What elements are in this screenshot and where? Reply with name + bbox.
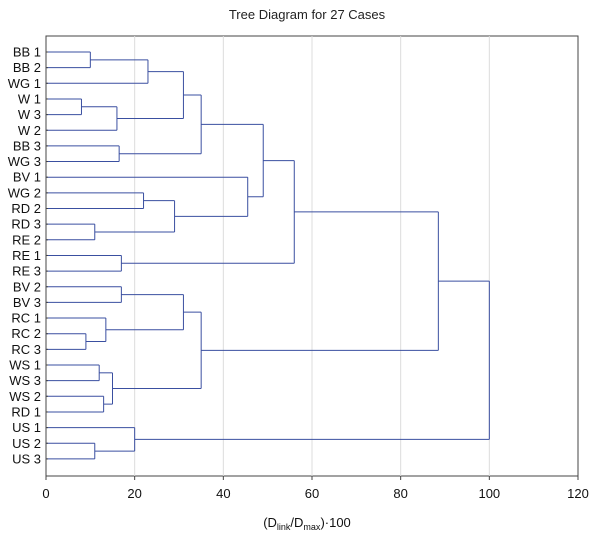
leaf-label: BB 3	[13, 138, 41, 153]
leaf-label: W 3	[18, 107, 41, 122]
x-tick-label: 80	[393, 486, 407, 501]
leaf-label: US 3	[12, 451, 41, 466]
x-tick-label: 20	[127, 486, 141, 501]
leaf-label: RC 1	[11, 311, 41, 326]
leaf-label: RD 2	[11, 201, 41, 216]
leaf-label: BB 2	[13, 60, 41, 75]
leaf-label: RD 3	[11, 217, 41, 232]
leaf-label: US 1	[12, 420, 41, 435]
x-tick-label: 0	[42, 486, 49, 501]
leaf-label: WS 1	[9, 358, 41, 373]
leaf-label: US 2	[12, 436, 41, 451]
x-tick-label: 100	[478, 486, 500, 501]
leaf-label: W 1	[18, 91, 41, 106]
leaf-labels: BB 1BB 2WG 1W 1W 3W 2BB 3WG 3BV 1WG 2RD …	[8, 45, 48, 466]
leaf-label: WG 3	[8, 154, 41, 169]
x-tick-label: 40	[216, 486, 230, 501]
leaf-label: W 2	[18, 123, 41, 138]
x-axis-ticks: 0 20 40 60 80 100 120	[42, 476, 589, 501]
leaf-label: RC 3	[11, 342, 41, 357]
dendrogram-links	[46, 51, 490, 460]
x-tick-label: 120	[567, 486, 589, 501]
x-axis-label: (Dlink/Dmax)·100	[263, 515, 351, 532]
leaf-label: RE 3	[12, 264, 41, 279]
gridlines	[134, 36, 490, 476]
leaf-label: RE 1	[12, 248, 41, 263]
leaf-label: RD 1	[11, 404, 41, 419]
leaf-label: BV 2	[13, 279, 41, 294]
leaf-label: WS 3	[9, 373, 41, 388]
leaf-label: BV 1	[13, 170, 41, 185]
chart-title: Tree Diagram for 27 Cases	[229, 7, 386, 22]
leaf-label: BV 3	[13, 295, 41, 310]
leaf-label: WS 2	[9, 389, 41, 404]
x-tick-label: 60	[305, 486, 319, 501]
leaf-label: WG 1	[8, 76, 41, 91]
leaf-label: WG 2	[8, 185, 41, 200]
leaf-label: RC 2	[11, 326, 41, 341]
leaf-label: RE 2	[12, 232, 41, 247]
leaf-label: BB 1	[13, 45, 41, 60]
